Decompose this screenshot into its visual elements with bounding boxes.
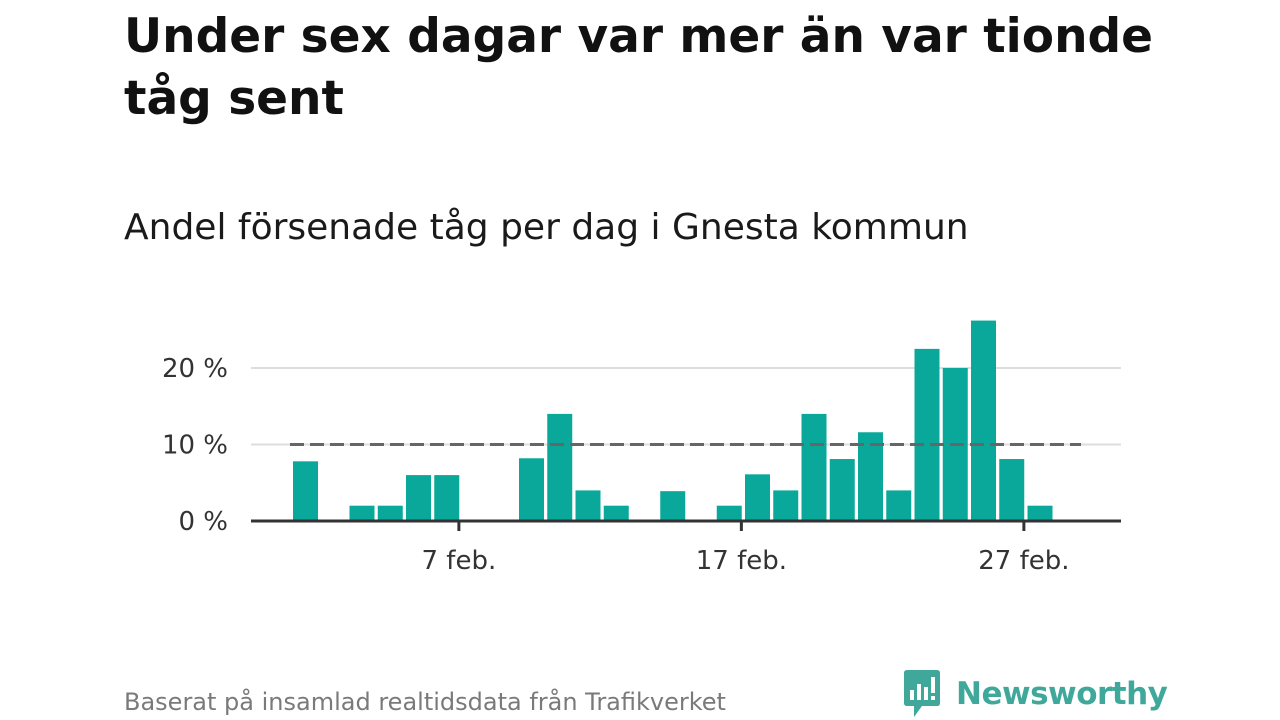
bar bbox=[829, 459, 855, 521]
bar bbox=[434, 475, 460, 521]
y-axis-labels: 0 % 10 % 20 % bbox=[162, 354, 228, 537]
bar bbox=[406, 475, 431, 521]
bar bbox=[293, 461, 318, 521]
x-tick-label: 17 feb. bbox=[696, 546, 787, 576]
bar bbox=[971, 320, 996, 521]
x-axis-labels: 7 feb. 17 feb. 27 feb. bbox=[422, 521, 1070, 576]
bar bbox=[999, 459, 1025, 521]
y-tick-label: 0 % bbox=[178, 507, 228, 537]
x-tick-label: 27 feb. bbox=[978, 546, 1069, 576]
bar bbox=[575, 490, 601, 521]
newsworthy-logo-icon bbox=[904, 670, 940, 717]
chart-subtitle: Andel försenade tåg per dag i Gnesta kom… bbox=[124, 207, 969, 248]
bar bbox=[1027, 505, 1053, 521]
bar bbox=[773, 490, 799, 521]
bar bbox=[716, 505, 742, 521]
bars bbox=[293, 320, 1053, 521]
chart-title: Under sex dagar var mer än var tionde tå… bbox=[124, 9, 1154, 126]
y-tick-label: 10 % bbox=[162, 431, 228, 461]
bar bbox=[519, 458, 544, 521]
bar bbox=[349, 505, 375, 521]
brand-name: Newsworthy bbox=[956, 676, 1168, 712]
bar bbox=[914, 348, 940, 521]
bar bbox=[801, 413, 827, 521]
bar bbox=[745, 474, 770, 521]
bar bbox=[603, 505, 629, 521]
bar bbox=[660, 491, 686, 521]
newsworthy-brand[interactable]: Newsworthy bbox=[902, 668, 1168, 720]
x-tick-label: 7 feb. bbox=[422, 546, 497, 576]
source-note: Baserat på insamlad realtidsdata från Tr… bbox=[124, 688, 726, 716]
bar bbox=[886, 490, 912, 521]
bar bbox=[377, 505, 403, 521]
bar bbox=[547, 413, 573, 521]
y-tick-label: 20 % bbox=[162, 354, 228, 384]
bar bbox=[858, 432, 883, 521]
